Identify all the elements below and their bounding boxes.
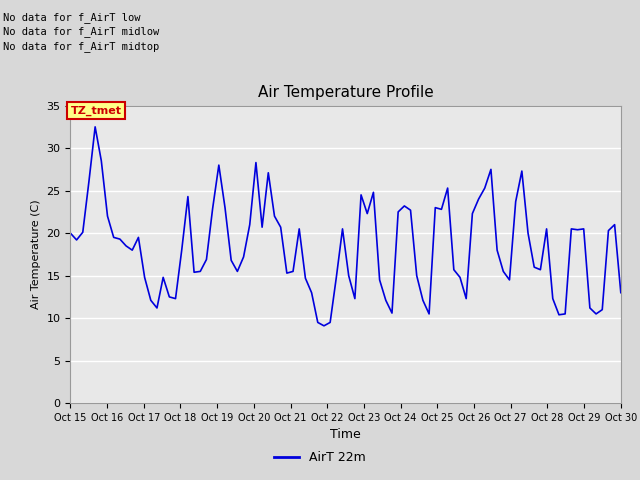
Text: No data for f_AirT low: No data for f_AirT low bbox=[3, 12, 141, 23]
Text: TZ_tmet: TZ_tmet bbox=[70, 106, 122, 116]
X-axis label: Time: Time bbox=[330, 429, 361, 442]
Text: No data for f_AirT midtop: No data for f_AirT midtop bbox=[3, 41, 159, 52]
Y-axis label: Air Temperature (C): Air Temperature (C) bbox=[31, 200, 41, 309]
Text: No data for f_AirT midlow: No data for f_AirT midlow bbox=[3, 26, 159, 37]
Title: Air Temperature Profile: Air Temperature Profile bbox=[258, 85, 433, 100]
Legend: AirT 22m: AirT 22m bbox=[269, 446, 371, 469]
